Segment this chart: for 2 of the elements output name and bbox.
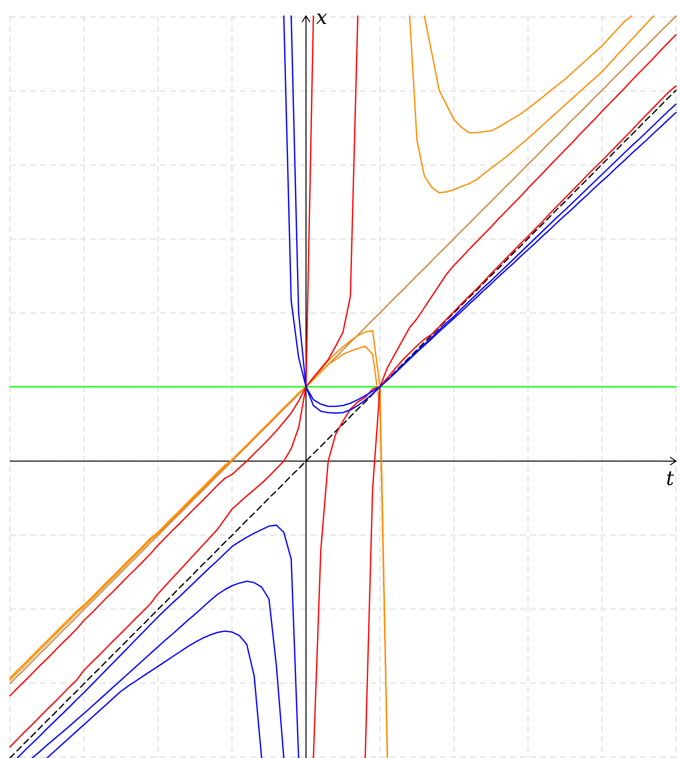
y-axis-title: x xyxy=(316,5,328,29)
x-axis-title: t xyxy=(666,466,675,490)
